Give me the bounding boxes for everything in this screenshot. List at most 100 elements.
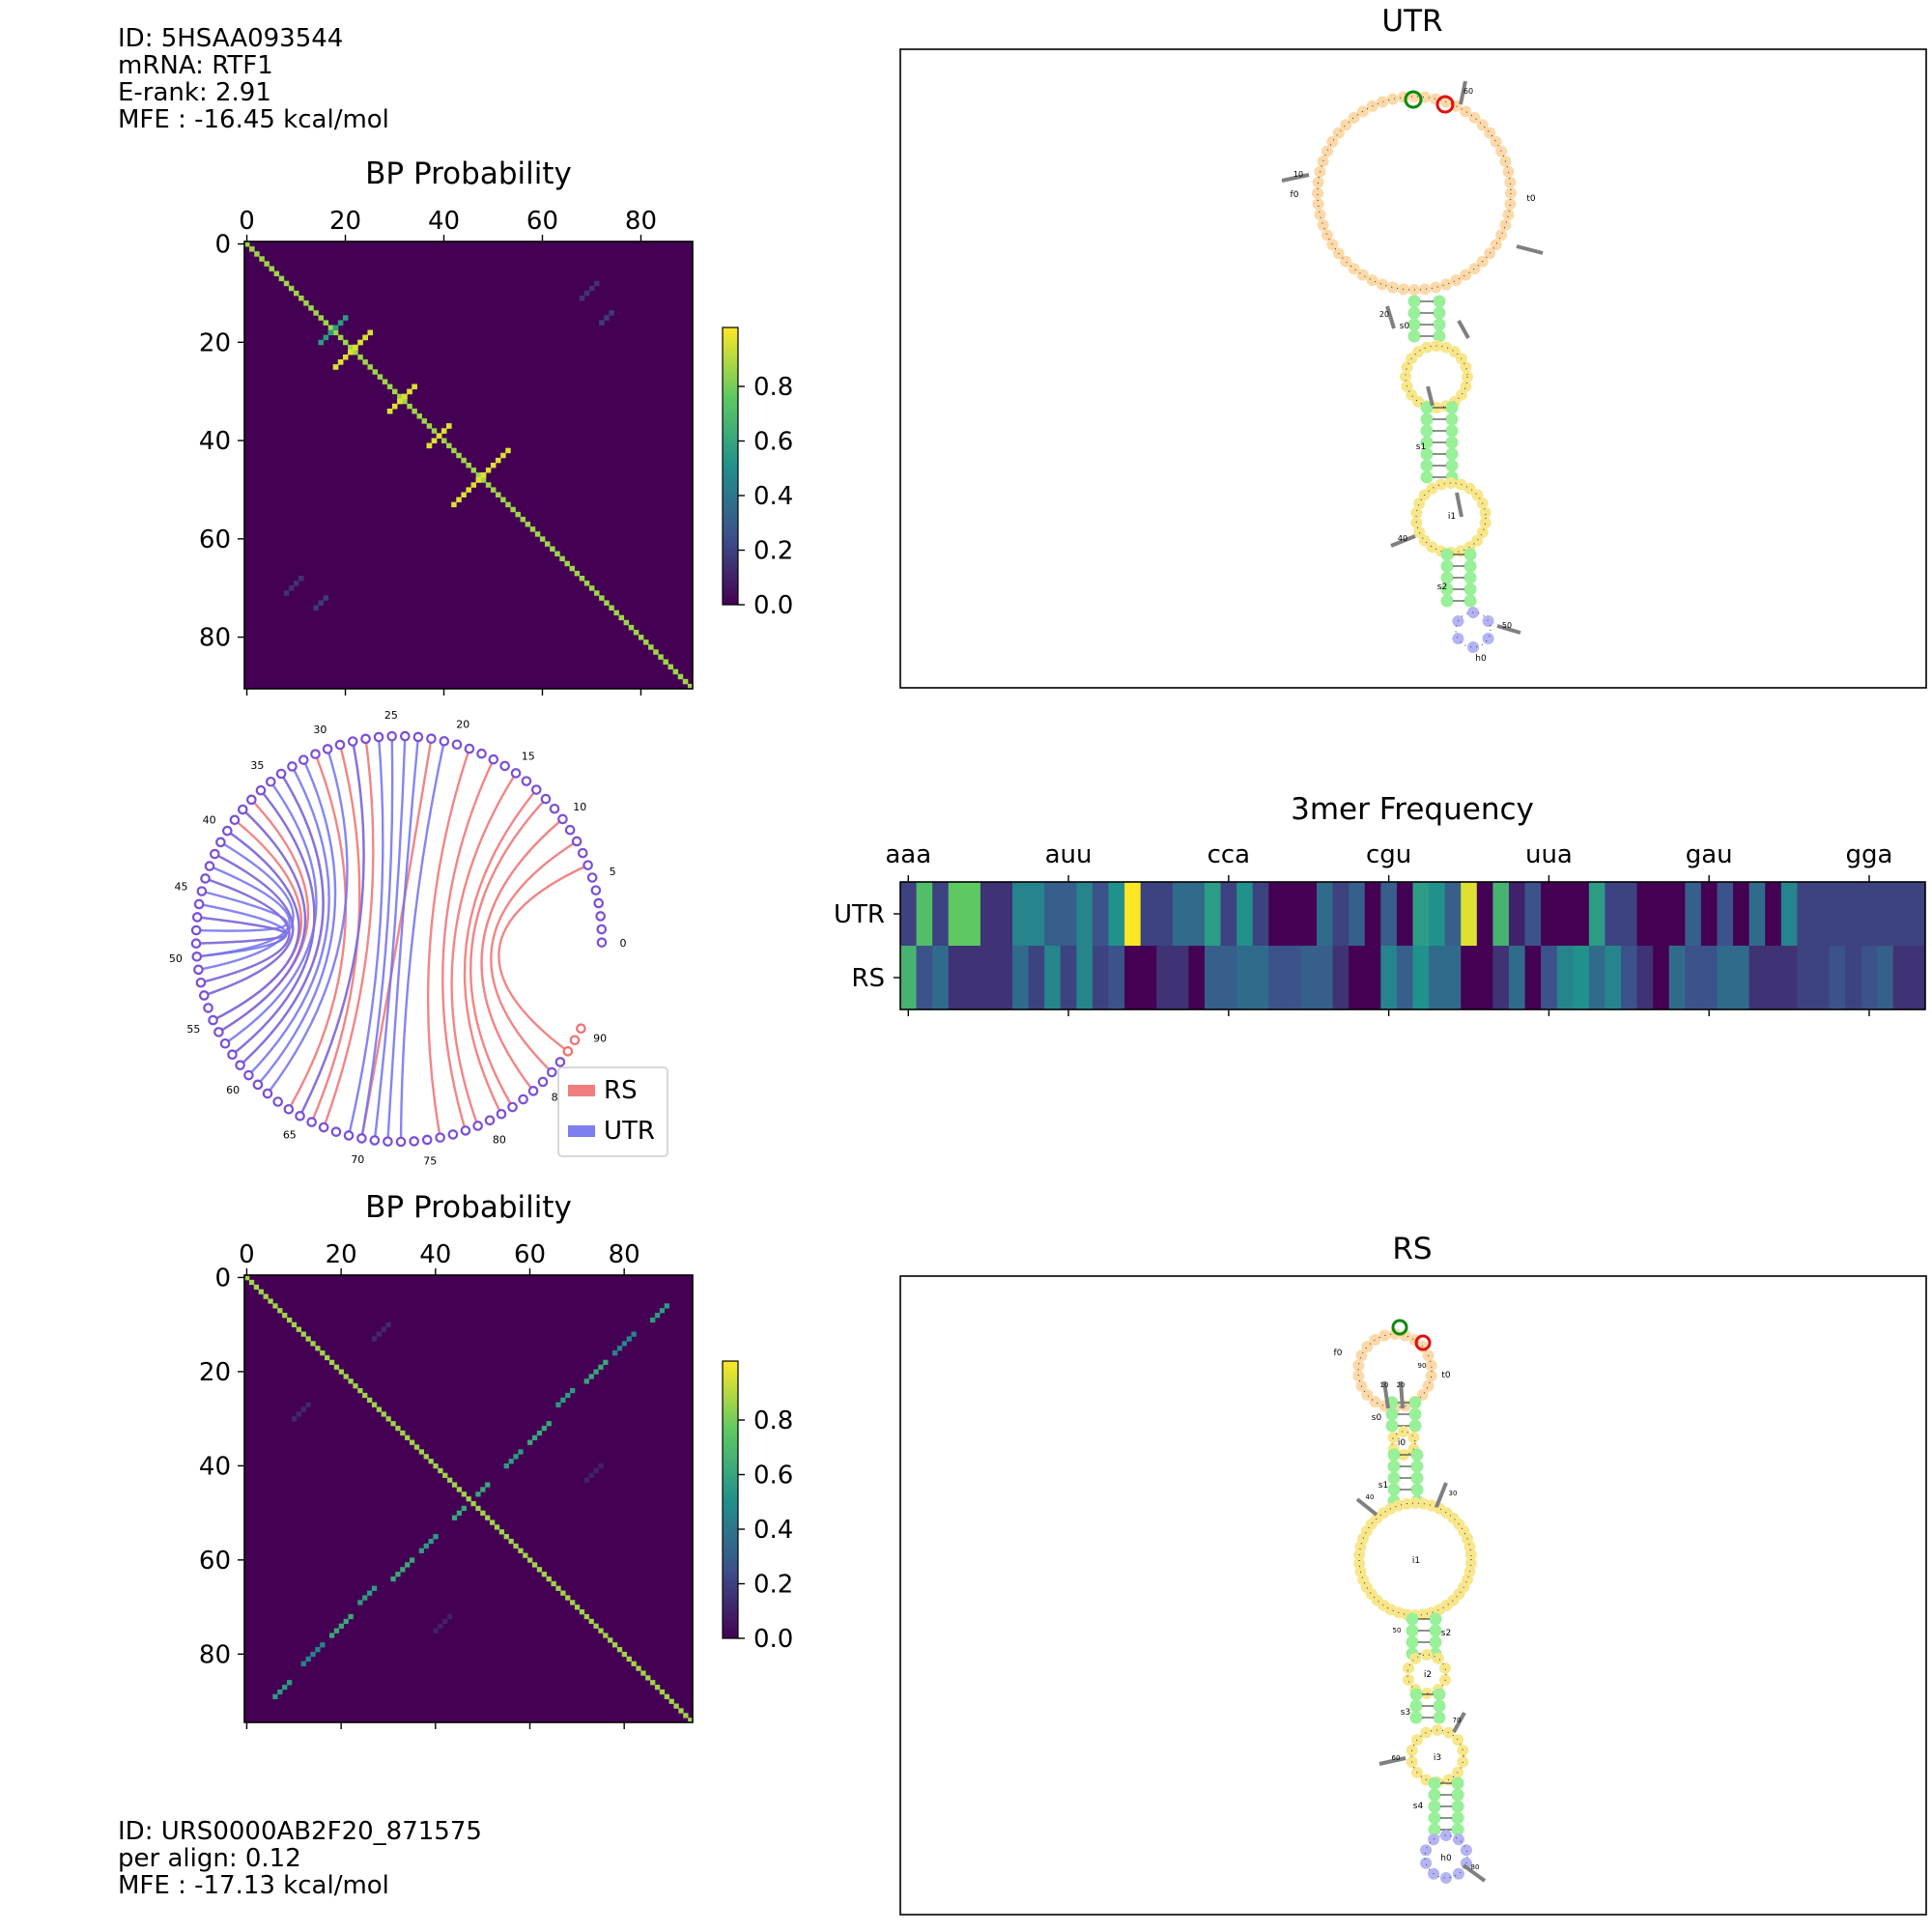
heatmap-cell	[278, 275, 285, 282]
utr-mfe: MFE : -16.45 kcal/mol	[118, 105, 389, 134]
heatmap-cell	[371, 1585, 378, 1591]
stem-nucleotide	[1445, 401, 1459, 414]
kmer-axes: UTR RS aaa auu cca cgu uua gau gga	[834, 840, 1892, 1016]
arc-link	[257, 759, 337, 1086]
arc-tick-label: 65	[283, 1129, 297, 1142]
arc-node	[200, 873, 211, 884]
y-tick-label: 0	[214, 1264, 231, 1293]
heatmap-cell	[513, 1543, 519, 1549]
kmer-cell	[1060, 882, 1077, 946]
y-tick-label: 60	[199, 1547, 231, 1576]
nucleotide	[1439, 341, 1452, 354]
heatmap-cell	[293, 290, 299, 297]
stem-nucleotide	[1407, 329, 1421, 343]
arc-link	[196, 916, 287, 945]
arc-node	[373, 731, 384, 743]
nucleotide	[1369, 1395, 1381, 1407]
position-tick	[1382, 1380, 1390, 1409]
heatmap-cell	[343, 1618, 349, 1625]
nucleotide	[1353, 1557, 1366, 1570]
heatmap-cell	[332, 329, 339, 336]
kmer-cell	[1717, 946, 1734, 1009]
heatmap-cell	[320, 1642, 326, 1648]
y-tick-label: 80	[199, 624, 231, 653]
heatmap-cell	[308, 305, 314, 311]
structure-label: 40	[1366, 1493, 1375, 1501]
heatmap-cell	[385, 1321, 391, 1328]
kmer-cell	[1877, 946, 1894, 1009]
heatmap-cell	[650, 1680, 656, 1686]
loop-backbone	[1317, 96, 1512, 291]
structure-label: 40	[1398, 534, 1407, 543]
position-tick	[1281, 173, 1310, 183]
nucleotide	[1504, 198, 1517, 211]
arc-node	[219, 1037, 231, 1049]
heatmap-cell	[640, 1670, 646, 1676]
y-tick-label: UTR	[834, 900, 885, 929]
heatmap-cell	[328, 1359, 335, 1365]
heatmap-cell	[400, 1430, 406, 1436]
arc-tick-label: 75	[423, 1155, 437, 1168]
kmer-cell	[1685, 946, 1702, 1009]
kmer-cell	[1829, 882, 1846, 946]
arc-node	[488, 753, 499, 765]
kmer-cell	[1044, 882, 1062, 946]
arc-link	[298, 741, 365, 1117]
structure-label: i0	[1398, 1438, 1406, 1448]
nucleotide	[1317, 219, 1329, 232]
heatmap-cell	[446, 423, 452, 429]
kmer-cell	[1012, 882, 1030, 946]
stem-nucleotide	[1420, 412, 1434, 426]
nucleotide	[1490, 239, 1502, 251]
kmer-cell	[1220, 882, 1237, 946]
heatmap-cell	[654, 1312, 661, 1319]
heatmap-cell	[362, 334, 368, 341]
heatmap-cell	[623, 619, 630, 626]
heatmap-cell	[433, 1534, 439, 1540]
nucleotide	[1340, 255, 1352, 268]
arc-node	[215, 837, 226, 848]
heatmap-cell	[327, 325, 334, 330]
arc-tick-labels: 051015202530354045505560657075808590	[169, 709, 627, 1168]
heatmap-cell	[338, 1623, 344, 1629]
bp-heatmap-utr: BP Probability 0 20 40 60 80 0 20 40 60 80 0.0 0.2…	[199, 156, 793, 696]
arc-link	[497, 864, 589, 1053]
x-tick-label: 80	[625, 207, 657, 236]
nucleotide	[1452, 633, 1464, 644]
arc-node	[521, 776, 532, 786]
kmer-cell	[1124, 946, 1142, 1009]
kmer-cell	[932, 882, 950, 946]
heatmap-cell	[554, 551, 560, 557]
heatmap-cell	[315, 1346, 321, 1351]
nucleotide	[1409, 1497, 1421, 1509]
kmer-cell	[1829, 946, 1846, 1009]
bp-utr-cells	[244, 242, 694, 690]
arc-node	[191, 952, 203, 962]
heatmap-cell	[496, 492, 501, 497]
position-tick	[1459, 80, 1467, 105]
stem-nucleotide	[1433, 295, 1446, 308]
heatmap-cell	[397, 398, 403, 405]
heatmap-cell	[348, 349, 354, 355]
arc-node	[229, 814, 241, 826]
kmer-cell	[1892, 882, 1910, 946]
arc-node	[421, 1134, 433, 1146]
arc-link	[247, 765, 330, 1076]
heatmap-cell	[643, 639, 649, 645]
heatmap-cell	[440, 428, 447, 434]
heatmap-cell	[527, 1439, 533, 1445]
x-tick-label: 40	[428, 207, 460, 236]
arc-link	[267, 749, 349, 1094]
kmer-cell	[1188, 946, 1206, 1009]
heatmap-cell	[273, 270, 280, 277]
structure-label: 50	[1393, 1627, 1402, 1634]
heatmap-cell	[579, 1609, 585, 1615]
nucleotide	[1317, 155, 1329, 167]
kmer-cell	[1877, 882, 1894, 946]
heatmap-cell	[626, 1336, 632, 1342]
heatmap-cell	[461, 492, 467, 497]
kmer-cell	[1349, 882, 1366, 946]
kmer-cell	[1044, 946, 1062, 1009]
position-tick	[1385, 305, 1396, 329]
heatmap-cell	[523, 1552, 528, 1558]
